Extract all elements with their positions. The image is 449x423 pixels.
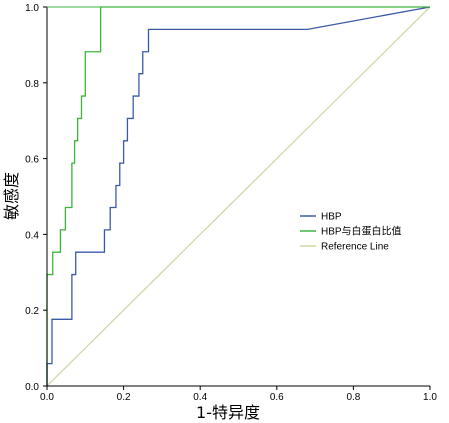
- y-tick-label: 1.0: [25, 3, 39, 14]
- legend-label-2: Reference Line: [321, 242, 389, 253]
- series-line-0: [46, 6, 431, 386]
- x-tick-label: 0.4: [193, 392, 207, 403]
- y-tick-label: 0.8: [25, 79, 39, 90]
- y-tick-label: 0.2: [25, 306, 39, 317]
- legend-label-0: HBP: [321, 212, 342, 223]
- y-tick-label: 0.6: [25, 155, 39, 166]
- x-axis-title: 1-特异度: [196, 403, 260, 422]
- x-tick-label: 0.6: [270, 392, 284, 403]
- series-layer: [46, 6, 431, 387]
- legend-label-1: HBP与白蛋白比值: [321, 225, 402, 238]
- x-tick-label: 0.0: [40, 392, 54, 403]
- y-axis-title: 敏感度: [2, 172, 21, 220]
- x-tick-label: 1.0: [423, 392, 437, 403]
- series-line-2: [46, 6, 431, 387]
- y-tick-label: 0.0: [25, 382, 39, 393]
- tick-layer: 0.0 0.2 0.4 0.6 0.8 1.0 0.0 0.2 0.4 0.6 0.8 1.0: [25, 3, 437, 403]
- legend: HBP HBP与白蛋白比值 Reference Line: [300, 212, 402, 253]
- series-line-1: [46, 6, 430, 386]
- y-tick-label: 0.4: [25, 230, 39, 241]
- x-tick-label: 0.2: [117, 392, 131, 403]
- x-tick-label: 0.8: [346, 392, 360, 403]
